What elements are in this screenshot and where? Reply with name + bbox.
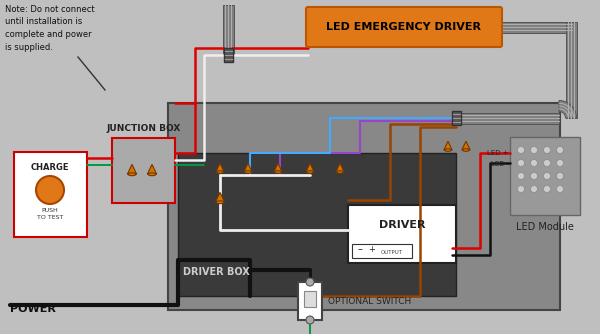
Polygon shape xyxy=(444,141,452,150)
Bar xyxy=(452,111,461,125)
Bar xyxy=(168,103,560,310)
Text: DRIVER BOX: DRIVER BOX xyxy=(183,267,250,277)
Circle shape xyxy=(36,176,64,204)
Bar xyxy=(14,152,87,237)
Circle shape xyxy=(517,172,524,179)
Polygon shape xyxy=(274,163,282,172)
Bar xyxy=(178,153,456,296)
Bar xyxy=(298,282,322,320)
Circle shape xyxy=(544,172,551,179)
Text: OPTIONAL SWITCH: OPTIONAL SWITCH xyxy=(328,298,411,307)
Circle shape xyxy=(544,185,551,192)
Circle shape xyxy=(557,172,563,179)
Circle shape xyxy=(557,160,563,167)
Text: OUTPUT: OUTPUT xyxy=(381,249,403,255)
Circle shape xyxy=(306,316,314,324)
Circle shape xyxy=(517,160,524,167)
Bar xyxy=(348,205,456,263)
Polygon shape xyxy=(127,164,137,174)
Polygon shape xyxy=(559,101,577,118)
Circle shape xyxy=(530,160,538,167)
Circle shape xyxy=(517,147,524,154)
Bar xyxy=(304,291,316,307)
Text: CHARGE: CHARGE xyxy=(31,163,69,171)
Text: JUNCTION BOX: JUNCTION BOX xyxy=(107,124,181,133)
Polygon shape xyxy=(216,163,224,172)
Ellipse shape xyxy=(337,171,343,173)
Bar xyxy=(456,113,559,124)
Circle shape xyxy=(530,147,538,154)
Polygon shape xyxy=(336,163,344,172)
Circle shape xyxy=(544,147,551,154)
Bar xyxy=(500,21,572,32)
Text: PUSH
TO TEST: PUSH TO TEST xyxy=(37,208,63,220)
Text: LED -: LED - xyxy=(491,161,509,167)
Text: LED EMERGENCY DRIVER: LED EMERGENCY DRIVER xyxy=(326,22,482,32)
Ellipse shape xyxy=(245,171,251,173)
Polygon shape xyxy=(306,163,314,172)
Bar xyxy=(510,137,580,215)
Ellipse shape xyxy=(445,149,451,151)
Text: –: – xyxy=(358,244,362,254)
Circle shape xyxy=(530,185,538,192)
FancyBboxPatch shape xyxy=(306,7,502,47)
Bar xyxy=(223,5,233,55)
Polygon shape xyxy=(462,141,470,150)
Circle shape xyxy=(530,172,538,179)
Bar xyxy=(223,48,233,62)
Bar xyxy=(352,244,412,258)
Bar xyxy=(566,22,577,118)
Bar xyxy=(112,138,175,203)
Circle shape xyxy=(306,278,314,286)
Text: DRIVER: DRIVER xyxy=(379,220,425,230)
Circle shape xyxy=(557,147,563,154)
Ellipse shape xyxy=(216,201,224,204)
Circle shape xyxy=(557,185,563,192)
Circle shape xyxy=(544,160,551,167)
Ellipse shape xyxy=(128,173,136,176)
Ellipse shape xyxy=(148,173,156,176)
Text: LED Module: LED Module xyxy=(516,222,574,232)
Ellipse shape xyxy=(307,171,313,173)
Text: Note: Do not connect
until installation is
complete and power
is supplied.: Note: Do not connect until installation … xyxy=(5,5,95,51)
Ellipse shape xyxy=(217,171,223,173)
Ellipse shape xyxy=(463,149,469,151)
Polygon shape xyxy=(148,164,157,174)
Text: POWER: POWER xyxy=(10,304,56,314)
Polygon shape xyxy=(215,192,224,202)
Text: +: + xyxy=(368,244,376,254)
Ellipse shape xyxy=(275,171,281,173)
Text: LED +: LED + xyxy=(487,150,509,156)
Polygon shape xyxy=(244,163,252,172)
Circle shape xyxy=(517,185,524,192)
